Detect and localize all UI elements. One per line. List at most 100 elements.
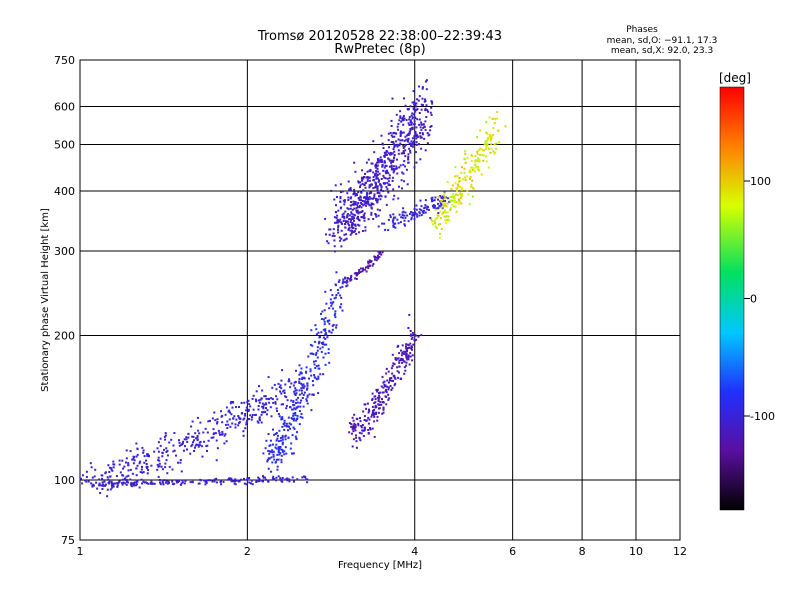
- data-point: [146, 472, 149, 475]
- data-point: [193, 450, 195, 452]
- data-point: [399, 110, 402, 113]
- data-point: [399, 130, 402, 133]
- data-point: [191, 435, 194, 438]
- data-point: [375, 177, 378, 180]
- data-point: [410, 337, 413, 340]
- data-point: [394, 144, 397, 147]
- data-point: [403, 145, 406, 148]
- data-point: [412, 143, 415, 146]
- data-point: [356, 211, 359, 214]
- data-point: [315, 328, 318, 331]
- data-point: [361, 176, 363, 179]
- data-point: [138, 462, 141, 465]
- data-point: [296, 418, 298, 421]
- data-point: [373, 435, 376, 438]
- data-point: [430, 198, 433, 201]
- data-point: [359, 204, 361, 207]
- data-point: [287, 380, 290, 383]
- data-point: [98, 484, 101, 487]
- data-point: [187, 436, 190, 439]
- data-point: [454, 166, 457, 169]
- data-point: [271, 386, 274, 389]
- data-point: [404, 104, 407, 107]
- data-point: [486, 144, 489, 147]
- data-point: [323, 343, 326, 346]
- data-point: [334, 310, 337, 313]
- data-point: [350, 423, 353, 426]
- data-point: [425, 116, 428, 118]
- data-point: [238, 417, 241, 420]
- data-point: [227, 423, 230, 426]
- data-point: [494, 151, 496, 154]
- data-point: [397, 197, 400, 200]
- data-point: [150, 480, 153, 483]
- data-point: [316, 346, 319, 349]
- data-point: [240, 402, 243, 404]
- data-point: [207, 439, 210, 442]
- data-point: [218, 431, 221, 434]
- data-point: [89, 462, 92, 465]
- data-point: [329, 289, 332, 292]
- data-point: [197, 429, 200, 432]
- data-point: [373, 420, 376, 423]
- data-point: [399, 116, 402, 119]
- data-point: [361, 200, 364, 202]
- data-point: [409, 330, 412, 332]
- data-point: [159, 481, 161, 484]
- data-point: [387, 180, 390, 183]
- data-point: [441, 197, 444, 200]
- data-point: [250, 479, 253, 482]
- data-point: [405, 348, 408, 351]
- data-point: [440, 227, 443, 230]
- data-point: [278, 453, 281, 456]
- data-point: [134, 481, 137, 484]
- data-point: [419, 199, 422, 202]
- data-point: [352, 424, 355, 427]
- data-point: [301, 416, 304, 419]
- data-point: [419, 136, 422, 139]
- data-point: [362, 177, 365, 180]
- data-point: [244, 427, 247, 430]
- data-point: [306, 402, 309, 405]
- data-point: [368, 179, 371, 182]
- data-point: [390, 167, 393, 170]
- data-point: [357, 223, 360, 226]
- data-point: [470, 183, 473, 186]
- data-point: [274, 401, 277, 404]
- data-point: [145, 463, 148, 465]
- data-point: [280, 479, 283, 482]
- data-point: [414, 110, 417, 113]
- data-point: [196, 438, 199, 441]
- data-point: [420, 128, 423, 131]
- data-point: [485, 155, 488, 158]
- data-point: [351, 215, 353, 218]
- data-point: [376, 390, 379, 393]
- data-point: [129, 450, 132, 453]
- y-tick-label: 400: [54, 185, 75, 198]
- data-point: [280, 417, 283, 420]
- data-point: [430, 113, 433, 116]
- data-point: [201, 445, 204, 448]
- data-point: [414, 131, 417, 133]
- data-point: [358, 219, 361, 221]
- data-point: [386, 379, 389, 382]
- data-point: [399, 139, 402, 142]
- data-point: [411, 101, 414, 104]
- data-point: [203, 479, 206, 482]
- data-point: [98, 478, 101, 481]
- data-point: [444, 196, 447, 199]
- data-point: [401, 139, 404, 142]
- data-point: [341, 309, 344, 312]
- data-point: [358, 437, 361, 440]
- data-point: [164, 481, 167, 484]
- data-point: [382, 391, 385, 394]
- chart-title: Tromsø 20120528 22:38:00–22:39:43: [257, 29, 502, 44]
- data-point: [423, 125, 426, 128]
- data-point: [312, 384, 315, 387]
- data-point: [453, 195, 456, 198]
- data-point: [372, 140, 375, 143]
- data-point: [234, 480, 236, 483]
- data-point: [374, 404, 377, 407]
- data-point: [440, 199, 443, 202]
- data-point: [352, 430, 355, 433]
